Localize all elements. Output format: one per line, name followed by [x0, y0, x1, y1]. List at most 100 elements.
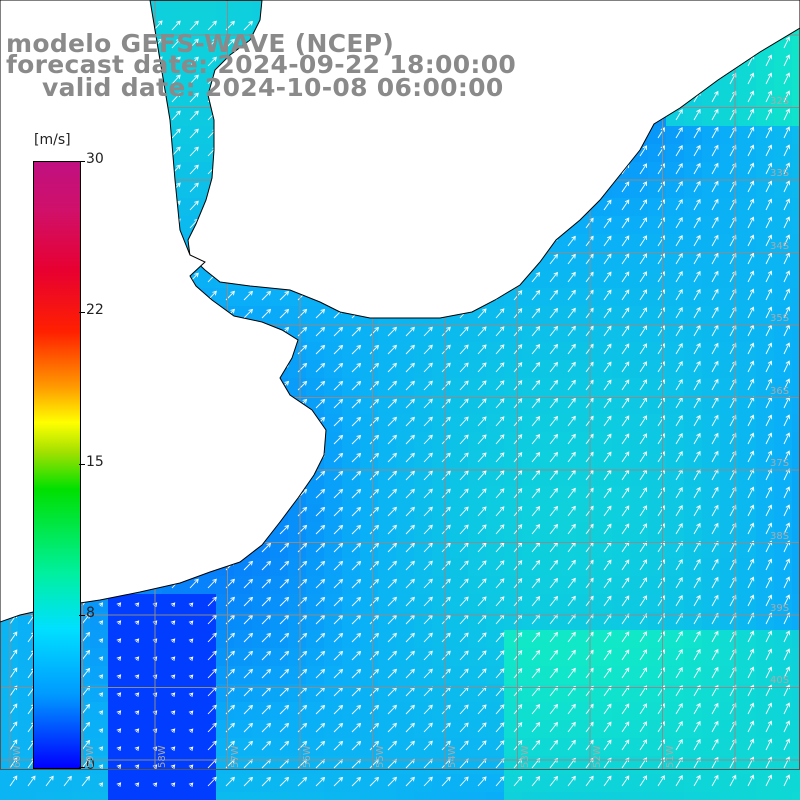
wind-arrowhead	[660, 505, 665, 510]
field-cell	[414, 468, 433, 487]
field-cell	[126, 738, 145, 757]
wind-arrow	[621, 523, 630, 535]
wind-arrowhead	[535, 452, 541, 457]
field-cell	[270, 288, 289, 307]
wind-arrowhead	[553, 397, 558, 403]
wind-arrow	[441, 560, 451, 571]
field-cell	[558, 522, 577, 541]
wind-arrowhead	[482, 434, 487, 440]
field-cell	[180, 162, 199, 181]
wind-arrow	[747, 595, 754, 607]
wind-arrow	[405, 543, 415, 553]
wind-arrowhead	[785, 54, 791, 60]
field-cell	[504, 540, 523, 559]
wind-arrowhead	[767, 576, 773, 582]
field-cell	[594, 270, 613, 289]
wind-arrow	[369, 597, 379, 607]
field-cell	[612, 720, 631, 739]
wind-arrow	[711, 181, 719, 193]
field-cell	[774, 738, 793, 757]
wind-arrowhead	[785, 252, 791, 258]
field-cell	[252, 702, 271, 721]
wind-arrowhead	[642, 271, 648, 276]
wind-arrow	[603, 451, 612, 463]
field-cell	[342, 504, 361, 523]
field-cell	[396, 774, 415, 793]
wind-arrowhead	[660, 145, 665, 150]
field-cell	[558, 234, 577, 253]
wind-arrowhead	[410, 470, 415, 476]
field-cell	[396, 414, 415, 433]
field-cell	[540, 504, 559, 523]
wind-arrow	[549, 398, 558, 409]
field-cell	[738, 720, 757, 739]
field-cell	[198, 666, 217, 685]
wind-arrow	[243, 597, 253, 607]
wind-arrow	[423, 506, 433, 517]
field-cell	[432, 414, 451, 433]
wind-arrow	[765, 451, 772, 463]
wind-arrow	[369, 399, 379, 409]
field-cell	[306, 666, 325, 685]
wind-arrowhead	[607, 577, 612, 583]
wind-arrowhead	[482, 326, 487, 332]
wind-arrowhead	[589, 307, 594, 313]
field-cell	[486, 324, 505, 343]
wind-arrowhead	[749, 288, 755, 294]
wind-arrow	[477, 506, 487, 517]
field-cell	[774, 684, 793, 703]
field-cell	[468, 378, 487, 397]
wind-arrow	[315, 309, 325, 319]
wind-arrow	[765, 307, 772, 319]
field-cell	[738, 198, 757, 217]
wind-arrow	[441, 596, 451, 607]
wind-arrowhead	[194, 164, 199, 170]
wind-arrowhead	[428, 488, 433, 494]
wind-arrowhead	[428, 416, 433, 422]
field-cell	[540, 648, 559, 667]
field-cell	[486, 684, 505, 703]
field-cell	[558, 378, 577, 397]
field-cell	[216, 0, 235, 19]
wind-arrowhead	[660, 541, 665, 546]
wind-arrowhead	[517, 362, 523, 367]
field-cell	[360, 486, 379, 505]
field-cell	[216, 738, 235, 757]
field-cell	[126, 720, 145, 739]
field-cell	[450, 414, 469, 433]
wind-arrow	[711, 253, 719, 265]
field-cell	[594, 774, 613, 793]
wind-arrow	[747, 487, 754, 499]
field-cell	[360, 378, 379, 397]
wind-arrowhead	[553, 505, 558, 511]
wind-arrow	[297, 525, 307, 535]
wind-arrowhead	[499, 362, 505, 367]
wind-arrow	[477, 560, 487, 571]
wind-arrow	[675, 469, 683, 481]
field-cell	[360, 324, 379, 343]
wind-arrowhead	[535, 362, 541, 367]
wind-arrow	[783, 90, 790, 103]
field-cell	[756, 486, 775, 505]
field-cell	[414, 450, 433, 469]
wind-arrowhead	[320, 308, 326, 314]
field-cell	[522, 306, 541, 325]
wind-arrow	[441, 326, 451, 337]
field-cell	[612, 306, 631, 325]
wind-arrowhead	[767, 468, 773, 474]
field-cell	[612, 738, 631, 757]
wind-arrow	[531, 290, 540, 301]
field-cell	[486, 558, 505, 577]
wind-arrow	[675, 343, 683, 355]
field-cell	[504, 630, 523, 649]
wind-arrowhead	[553, 487, 558, 493]
field-cell	[792, 342, 800, 361]
field-cell	[468, 702, 487, 721]
field-cell	[144, 774, 163, 793]
wind-arrow	[477, 524, 487, 535]
field-cell	[468, 756, 487, 775]
field-cell	[558, 540, 577, 559]
wind-arrow	[297, 381, 307, 391]
wind-arrow	[783, 270, 790, 283]
wind-arrow	[567, 614, 576, 625]
